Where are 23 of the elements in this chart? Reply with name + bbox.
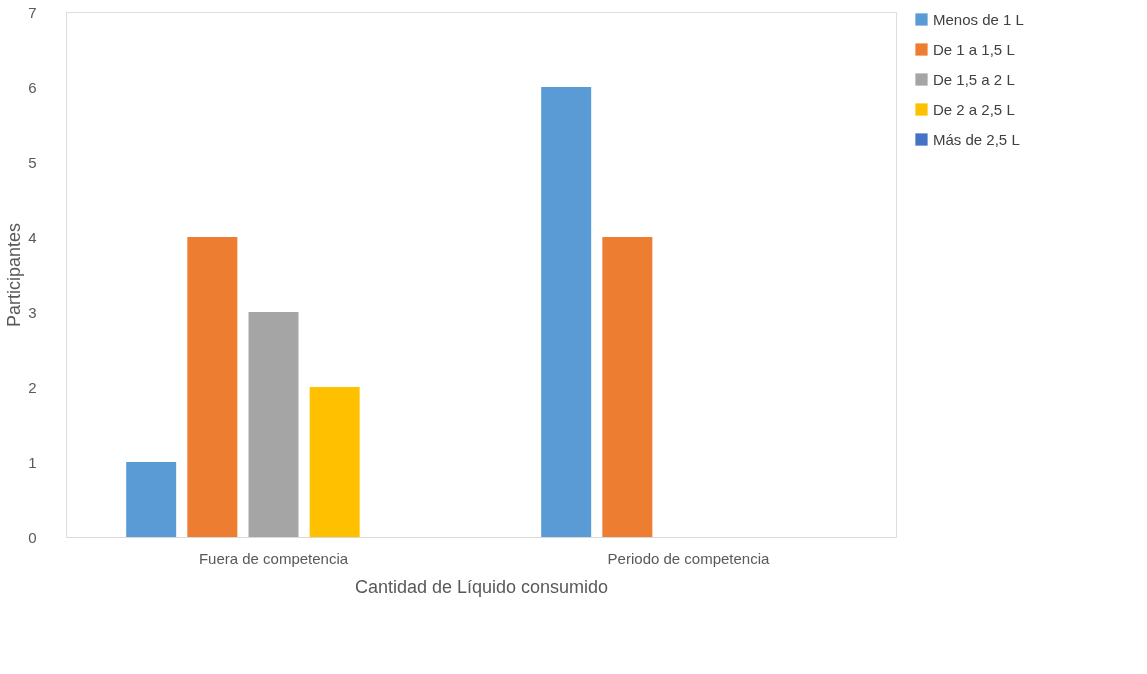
y-tick-label: 6 xyxy=(28,78,37,96)
y-tick-label: 7 xyxy=(28,3,37,21)
bar xyxy=(602,237,653,537)
legend-label: De 2 a 2,5 L xyxy=(933,100,1015,118)
bar xyxy=(309,387,360,537)
y-axis-title: Participantes xyxy=(4,222,25,328)
legend-label: Más de 2,5 L xyxy=(933,130,1020,148)
y-tick-label: 4 xyxy=(28,228,37,246)
bar xyxy=(541,87,592,537)
x-axis-title: Cantidad de Líquido consumido xyxy=(354,576,609,597)
bar xyxy=(126,462,177,537)
bar xyxy=(187,237,238,537)
legend-label: De 1,5 a 2 L xyxy=(933,70,1015,88)
x-tick-label: Fuera de competencia xyxy=(198,549,349,567)
y-tick-label: 0 xyxy=(28,528,37,546)
legend-label: Menos de 1 L xyxy=(933,10,1024,28)
y-tick-label: 5 xyxy=(28,153,37,171)
y-tick-label: 1 xyxy=(28,453,37,471)
y-tick-label: 2 xyxy=(28,378,37,396)
legend-label: De 1 a 1,5 L xyxy=(933,40,1015,58)
y-tick-label: 3 xyxy=(28,303,37,321)
bar xyxy=(248,312,299,537)
x-tick-label: Periodo de competencia xyxy=(607,549,771,567)
